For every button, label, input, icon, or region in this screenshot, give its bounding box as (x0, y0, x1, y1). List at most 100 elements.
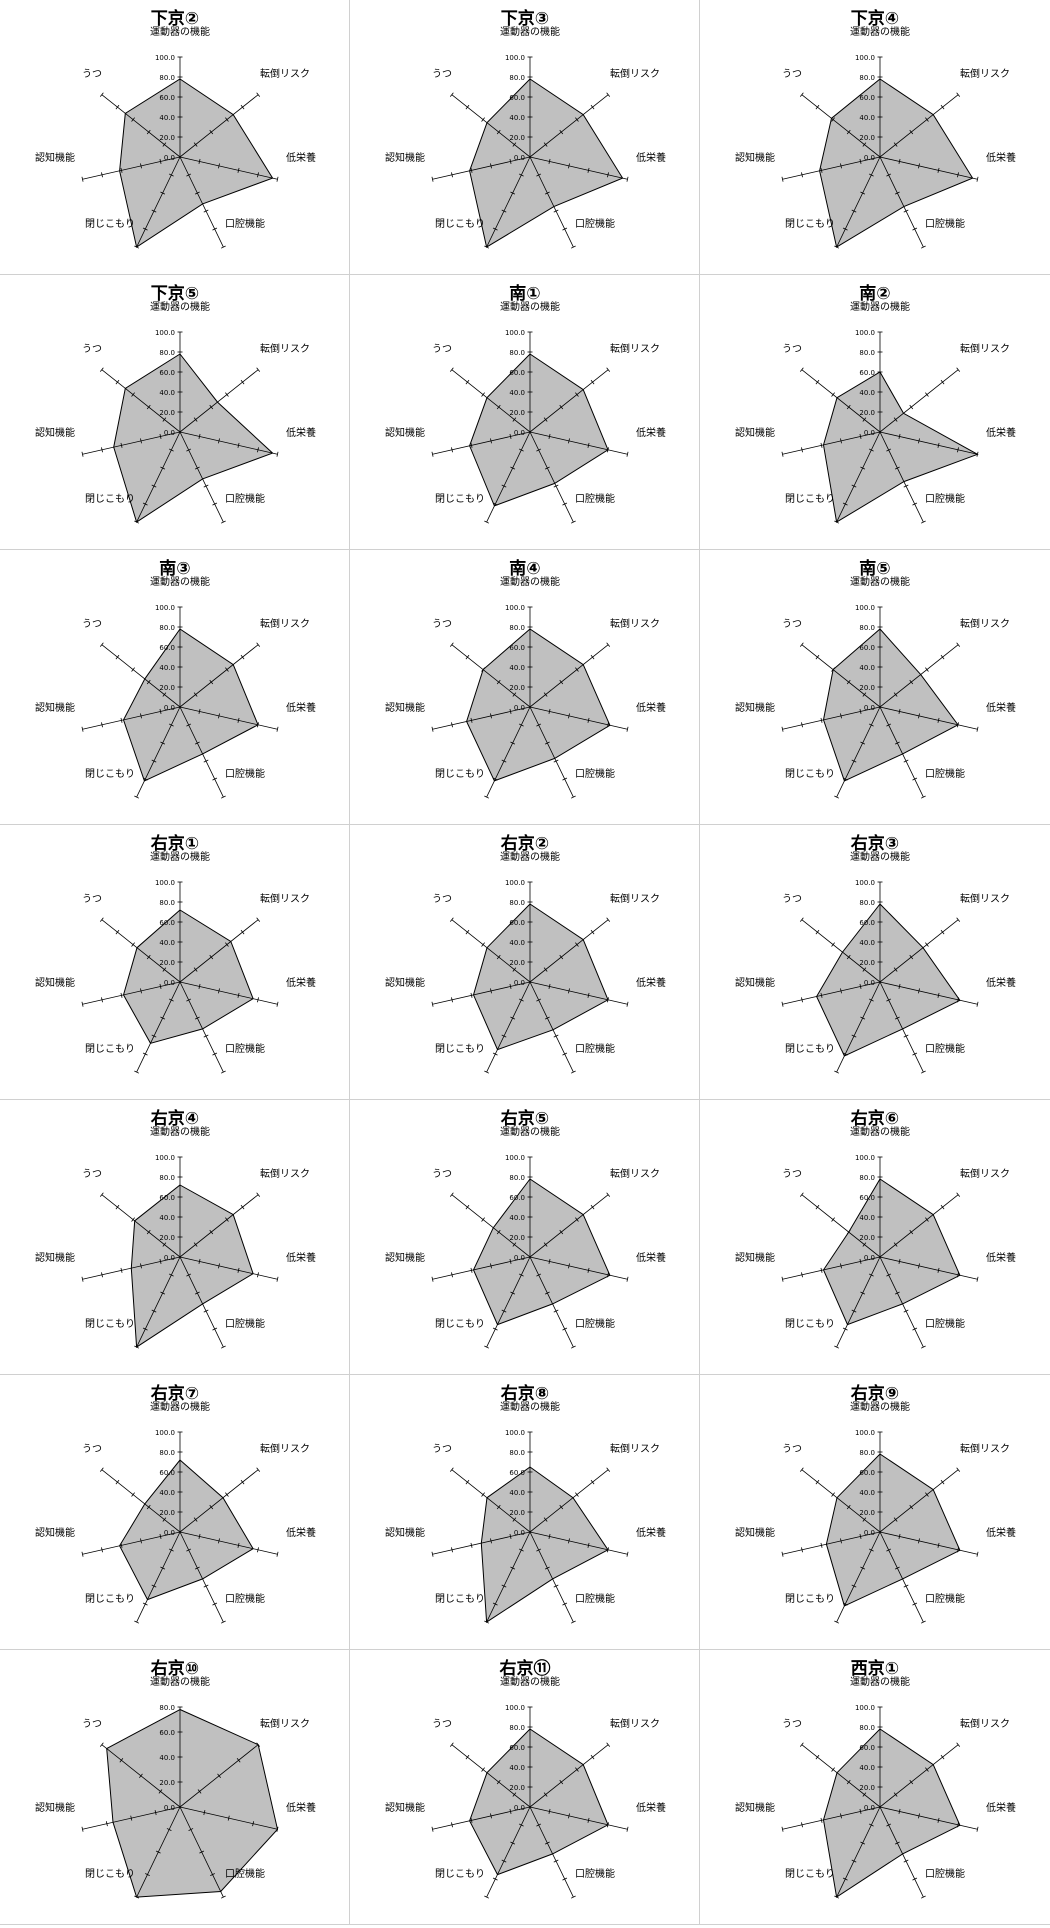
axis-label: うつ (432, 1168, 452, 1180)
axis-line (879, 156, 978, 180)
axis-tick (957, 1547, 959, 1553)
axis-label: 口腔機能 (575, 1317, 615, 1330)
tick-label: 100.0 (855, 54, 875, 62)
axis-tick (544, 1291, 550, 1295)
axis-tick (957, 997, 959, 1003)
axis-tick (575, 392, 579, 397)
axis-tick (146, 129, 151, 135)
axis-tick (587, 167, 590, 173)
chart-title: 右京④ (151, 1108, 199, 1129)
axis-tick (925, 667, 929, 672)
axis-tick (449, 1467, 454, 1472)
axis-label: 低栄養 (986, 1801, 1016, 1814)
axis-label: 転倒リスク (960, 893, 1010, 905)
axis-label: 認知機能 (735, 426, 775, 439)
axis-line (879, 369, 959, 433)
chart-title: 西京① (851, 1658, 899, 1679)
axis-label: 認知機能 (385, 1801, 425, 1814)
axis-label: 転倒リスク (960, 343, 1010, 355)
axis-tick (481, 392, 485, 397)
axis-tick (587, 1542, 590, 1548)
axis-tick (868, 1823, 874, 1827)
axis-line (486, 1256, 531, 1348)
axis-line (432, 156, 531, 180)
axis-line (879, 981, 978, 1005)
axis-label: 運動器の機能 (850, 850, 910, 863)
tick-label: 20.0 (859, 1784, 875, 1792)
axis-tick (509, 158, 512, 164)
axis-tick (131, 1492, 135, 1497)
axis-tick (209, 1504, 214, 1510)
axis-tick (820, 1817, 823, 1823)
axis-tick (193, 967, 198, 972)
axis-tick (484, 795, 490, 799)
axis-tick (536, 448, 542, 452)
axis-tick (142, 1052, 148, 1056)
axis-tick (575, 1492, 579, 1497)
axis-label: 運動器の機能 (500, 1400, 560, 1413)
tick-label: 80.0 (159, 349, 175, 357)
axis-tick (544, 1841, 550, 1845)
chart-title: 右京⑥ (851, 1108, 899, 1129)
series-area (822, 371, 979, 523)
axis-tick (562, 502, 568, 506)
axis-tick (159, 708, 162, 714)
axis-tick (151, 1309, 157, 1313)
series-area (825, 1453, 961, 1607)
axis-label: 閉じこもり (85, 1593, 135, 1605)
chart-title: 右京⑦ (151, 1383, 199, 1404)
axis-tick (553, 1309, 559, 1313)
tick-label: 0.0 (164, 429, 175, 437)
axis-tick (590, 654, 595, 660)
axis-tick (198, 1533, 201, 1539)
axis-line (451, 1744, 531, 1808)
axis-tick (918, 1538, 920, 1544)
tick-label: 100.0 (505, 1154, 525, 1162)
axis-tick (590, 1204, 595, 1210)
tick-label: 80.0 (159, 1449, 175, 1457)
axis-tick (151, 1584, 157, 1588)
axis-tick (203, 1584, 209, 1588)
axis-label: 閉じこもり (785, 1593, 835, 1605)
tick-label: 20.0 (159, 1779, 175, 1787)
axis-tick (256, 1467, 261, 1472)
axis-line (82, 981, 181, 1005)
chart-title: 南② (859, 283, 890, 304)
axis-line (82, 1256, 181, 1280)
axis-tick (496, 1504, 501, 1510)
axis-tick (212, 1602, 218, 1606)
axis-tick (501, 1859, 507, 1863)
axis-label: 認知機能 (735, 701, 775, 714)
axis-label: 低栄養 (636, 976, 666, 989)
axis-tick (548, 1533, 551, 1539)
axis-tick (431, 726, 434, 732)
axis-tick (512, 692, 517, 697)
axis-tick (431, 176, 434, 182)
axis-tick (490, 1263, 492, 1269)
axis-tick (912, 227, 918, 231)
axis-tick (220, 520, 226, 524)
axis-line (879, 1469, 959, 1533)
axis-tick (220, 795, 226, 799)
axis-tick (842, 1327, 848, 1331)
axis-tick (203, 1034, 209, 1038)
axis-line (879, 706, 978, 730)
axis-label: 運動器の機能 (850, 25, 910, 38)
axis-tick (781, 1826, 784, 1832)
axis-tick (903, 1859, 909, 1863)
axis-tick (868, 1548, 874, 1552)
axis-tick (909, 1504, 914, 1510)
axis-line (879, 1806, 924, 1898)
axis-tick (957, 447, 959, 453)
axis-tick (846, 1779, 851, 1785)
axis-tick (188, 1828, 194, 1831)
axis-line (451, 369, 531, 433)
axis-label: 口腔機能 (925, 1592, 965, 1605)
axis-line (836, 706, 881, 798)
axis-tick (203, 209, 209, 213)
tick-label: 0.0 (164, 1254, 175, 1262)
axis-label: 閉じこもり (85, 218, 135, 230)
